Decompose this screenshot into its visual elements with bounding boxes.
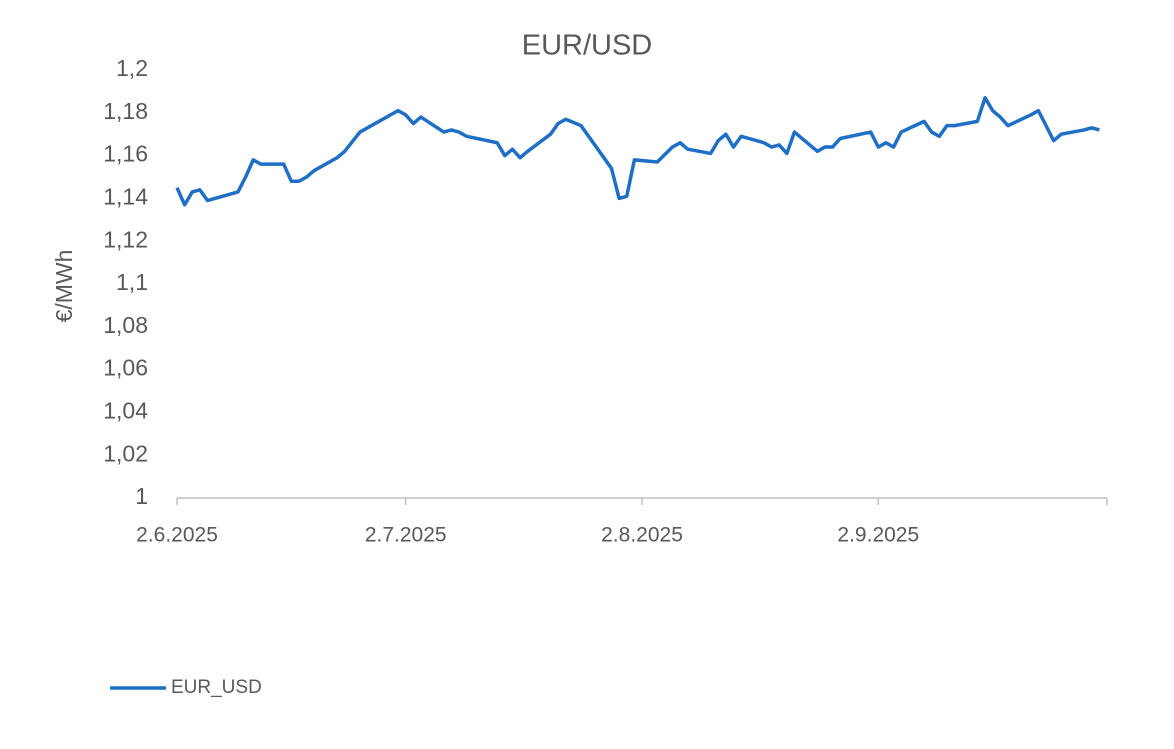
y-tick-label: 1,18 — [103, 98, 148, 124]
y-tick-label: 1,06 — [103, 355, 148, 381]
y-tick-label: 1,16 — [103, 141, 148, 167]
y-tick-label: 1,04 — [103, 397, 148, 423]
y-tick-label: 1,2 — [116, 55, 148, 81]
x-tick-label: 2.8.2025 — [601, 524, 683, 547]
y-tick-label: 1,14 — [103, 183, 148, 209]
y-tick-label: 1,1 — [116, 269, 148, 295]
y-axis-label: €/MWh — [51, 250, 77, 323]
y-tick-label: 1,12 — [103, 226, 148, 252]
y-tick-label: 1,08 — [103, 312, 148, 338]
y-tick-label: 1,02 — [103, 440, 148, 466]
x-tick-label: 2.6.2025 — [136, 524, 218, 547]
chart-title: EUR/USD — [522, 30, 653, 62]
data-line — [175, 96, 1100, 207]
x-tick-label: 2.9.2025 — [837, 524, 919, 547]
legend-label: EUR_USD — [171, 677, 262, 698]
x-tick-label: 2.7.2025 — [365, 524, 447, 547]
y-tick-label: 1 — [135, 483, 148, 509]
